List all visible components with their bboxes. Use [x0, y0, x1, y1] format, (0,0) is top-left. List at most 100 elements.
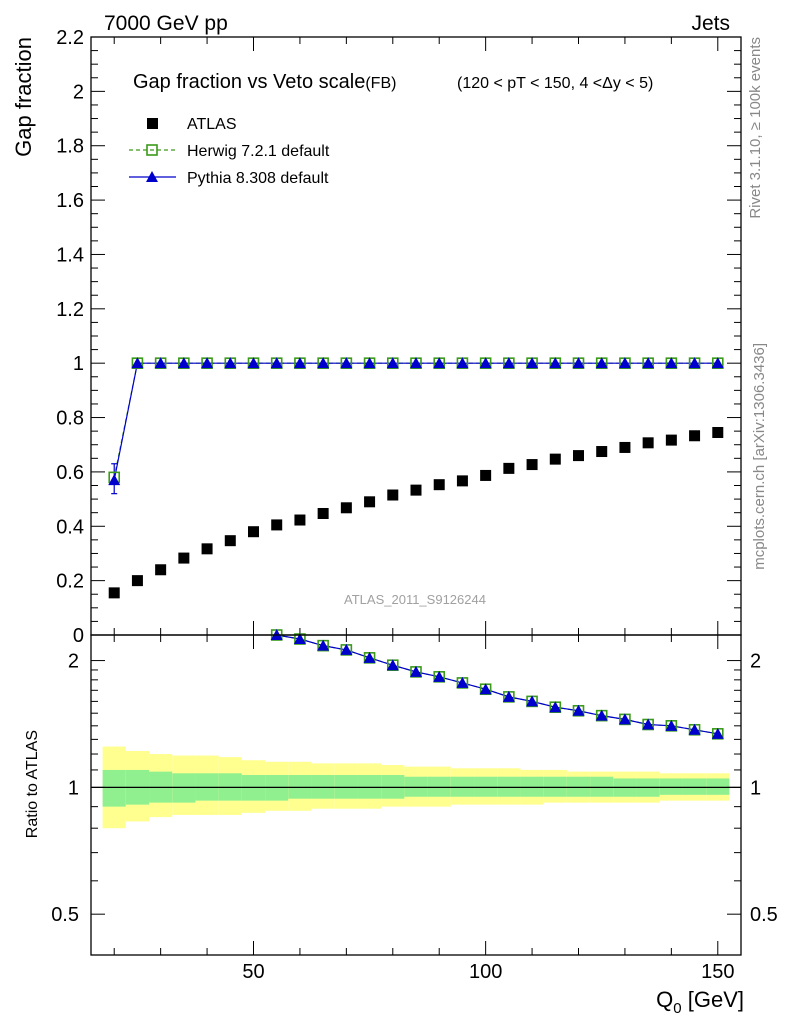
- y-tick-label: 1: [73, 353, 84, 375]
- atlas-point: [573, 450, 584, 462]
- chart-title-suffix: (FB): [365, 75, 396, 92]
- main-panel-ticks: [91, 36, 741, 636]
- ratio-y-tick-label-right: 1: [750, 777, 761, 799]
- atlas-point: [480, 469, 492, 481]
- pythia-ratio-point: [526, 695, 539, 707]
- atlas-point: [689, 430, 701, 442]
- pythia-line: [113, 362, 718, 481]
- atlas-point: [619, 441, 631, 453]
- pythia-point: [270, 357, 283, 369]
- pythia-ratio-point: [595, 709, 608, 721]
- ratio-data-series: [270, 629, 724, 740]
- x-tick-label: 50: [242, 961, 264, 983]
- atlas-point: [665, 434, 677, 446]
- atlas-point: [456, 475, 468, 487]
- pythia-ratio-point: [549, 701, 562, 713]
- pythia-ratio-point: [433, 670, 446, 682]
- pythia-ratio-point: [665, 719, 678, 731]
- atlas-point: [526, 459, 538, 471]
- chart-title-main: Gap fraction vs Veto scale: [133, 71, 365, 93]
- y-tick-label: 2: [73, 81, 84, 103]
- header-jets-label: Jets: [691, 12, 730, 35]
- analysis-watermark: ATLAS_2011_S9126244: [344, 592, 486, 607]
- legend-atlas-label: ATLAS: [187, 116, 237, 133]
- pythia-ratio-point: [340, 643, 353, 655]
- atlas-point: [340, 502, 352, 514]
- atlas-point: [224, 535, 236, 547]
- main-data-series: [108, 357, 724, 599]
- pythia-ratio-point: [293, 633, 306, 645]
- inner-uncertainty-band: [659, 778, 683, 795]
- rivet-version-label: Rivet 3.1.10, ≥ 100k events: [747, 37, 764, 219]
- y-tick-label: 0.4: [56, 516, 84, 538]
- ratio-panel-ticks: [91, 635, 741, 955]
- y-tick-label: 1.8: [56, 136, 84, 158]
- legend-pythia-label: Pythia 8.308 default: [187, 170, 329, 187]
- pythia-point: [201, 357, 214, 369]
- y-tick-label: 0.6: [56, 462, 84, 484]
- atlas-point: [178, 552, 190, 564]
- x-axis-label: Q0 [GeV]: [656, 987, 744, 1017]
- atlas-point: [712, 426, 724, 438]
- y-tick-label: 0.8: [56, 408, 84, 430]
- x-tick-label: 150: [701, 961, 734, 983]
- pythia-ratio-point: [363, 651, 376, 663]
- y-tick-label: 0: [73, 625, 84, 647]
- atlas-point: [642, 437, 654, 449]
- pythia-point: [293, 357, 306, 369]
- ratio-y-tick-label-right: 2: [750, 651, 761, 673]
- legend: ATLAS Herwig 7.2.1 default Pythia 8.308 …: [129, 116, 330, 187]
- atlas-point: [503, 462, 515, 474]
- pythia-point: [665, 357, 678, 369]
- main-panel: 0 0.2 0.4 0.6 0.8 1 1.2 1.4 1.6 1.8 2 2.2: [56, 27, 742, 647]
- chart-subtitle: (120 < pT < 150, 4 <Δy < 5): [457, 75, 653, 92]
- main-y-axis-label: Gap fraction: [11, 37, 36, 157]
- ratio-y-tick-label-right: 0.5: [750, 904, 778, 926]
- pythia-point: [154, 357, 167, 369]
- mcplots-reference-label: mcplots.cern.ch [arXiv:1306.3436]: [751, 343, 768, 570]
- atlas-point: [549, 453, 561, 465]
- ratio-y-axis-label: Ratio to ATLAS: [24, 730, 41, 838]
- pythia-point: [433, 357, 446, 369]
- main-y-tick-labels: 0 0.2 0.4 0.6 0.8 1 1.2 1.4 1.6 1.8 2 2.2: [56, 27, 84, 647]
- atlas-point: [294, 514, 306, 526]
- atlas-point: [201, 543, 213, 555]
- inner-uncertainty-band: [682, 778, 707, 795]
- atlas-point: [131, 575, 143, 587]
- pythia-point: [595, 357, 608, 369]
- ratio-y-tick-label: 2: [68, 651, 79, 673]
- atlas-point: [596, 446, 608, 458]
- y-tick-label: 1.2: [56, 299, 84, 321]
- pythia-ratio-point: [479, 683, 492, 695]
- pythia-ratio-point: [572, 704, 585, 716]
- pythia-point: [340, 357, 353, 369]
- atlas-point: [317, 507, 329, 519]
- y-tick-label: 1.4: [56, 244, 84, 266]
- pythia-point: [549, 357, 562, 369]
- pythia-ratio-point: [711, 727, 724, 739]
- pythia-point: [131, 357, 144, 369]
- herwig-line: [113, 362, 718, 478]
- pythia-ratio-point: [642, 718, 655, 730]
- pythia-point: [456, 357, 469, 369]
- header-energy-label: 7000 GeV pp: [104, 12, 228, 35]
- ratio-panel: 0.5 0.5 1 1 2 2 50 100 150: [51, 629, 778, 983]
- ratio-y-tick-label: 1: [68, 777, 79, 799]
- chart-title: Gap fraction vs Veto scale(FB): [133, 71, 396, 93]
- ratio-y-tick-labels: 0.5 0.5 1 1 2 2: [51, 651, 778, 927]
- y-tick-label: 1.6: [56, 190, 84, 212]
- pythia-point: [108, 474, 121, 486]
- pythia-point: [363, 357, 376, 369]
- x-tick-label: 100: [469, 961, 502, 983]
- atlas-point: [155, 564, 167, 576]
- pythia-ratio-point: [410, 665, 422, 677]
- pythia-ratio-point: [688, 723, 701, 735]
- ratio-y-tick-label: 0.5: [51, 904, 79, 926]
- pythia-point: [479, 357, 492, 369]
- pythia-point: [711, 357, 724, 369]
- atlas-point: [364, 496, 376, 508]
- pythia-point: [224, 357, 237, 369]
- atlas-point: [387, 489, 399, 501]
- pythia-point: [177, 357, 190, 369]
- atlas-point: [410, 484, 422, 496]
